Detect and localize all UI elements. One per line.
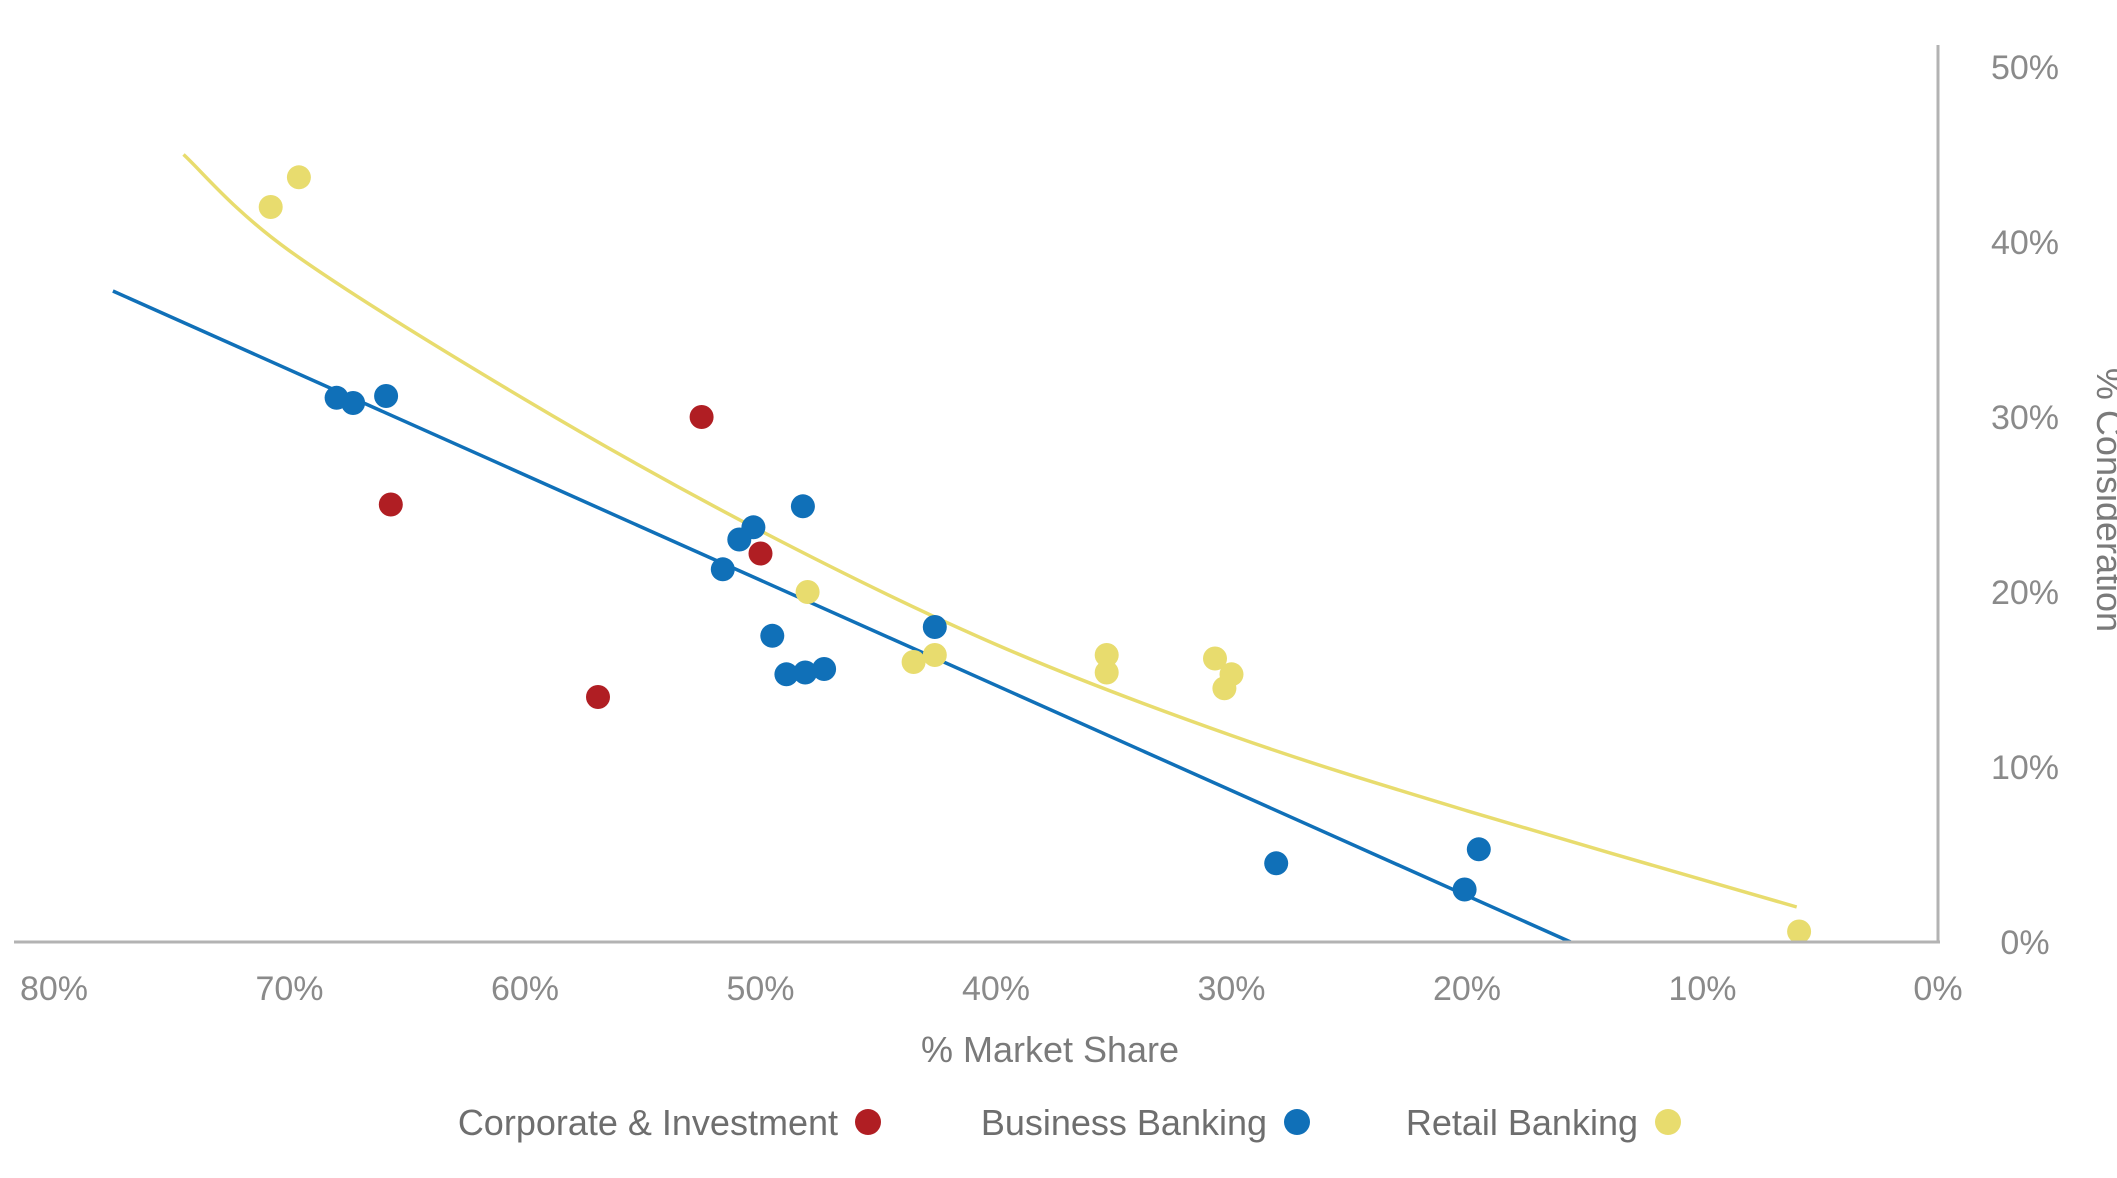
data-point-retail-banking	[901, 650, 926, 674]
y-tick-label: 20%	[1991, 574, 2059, 612]
data-point-business-banking	[710, 557, 735, 582]
trend-layer	[112, 153, 1798, 944]
data-point-retail-banking	[795, 580, 820, 604]
data-point-retail-banking	[1094, 643, 1119, 667]
data-point-business-banking	[812, 657, 837, 681]
data-point-business-banking	[922, 615, 947, 639]
legend-item-corporate-investment: Corporate & Investment	[458, 1102, 881, 1143]
legend-marker-retail-banking	[1655, 1109, 1681, 1135]
legend-item-business-banking: Business Banking	[981, 1102, 1310, 1143]
x-tick-label: 10%	[1668, 970, 1736, 1008]
data-point-corporate-investment	[378, 492, 403, 517]
legend-label-retail-banking: Retail Banking	[1406, 1102, 1638, 1143]
data-point-corporate-investment	[586, 685, 610, 709]
trend-line-retail-banking	[182, 153, 1798, 909]
data-point-business-banking	[1452, 877, 1477, 902]
ticks-layer: 0% 10% 20% 30% 40% 50% 60% 70% 80% 0% 10% 20% 30% 40%…	[20, 49, 2059, 1008]
legend-marker-corporate-investment	[855, 1109, 881, 1135]
data-point-business-banking	[774, 662, 799, 687]
data-point-business-banking	[727, 527, 752, 552]
axes-layer	[14, 45, 1940, 944]
data-point-business-banking	[374, 384, 399, 408]
data-point-retail-banking	[286, 165, 311, 190]
data-point-business-banking	[760, 623, 785, 648]
x-tick-label: 60%	[491, 970, 559, 1008]
y-tick-label: 50%	[1991, 49, 2059, 87]
data-point-retail-banking	[258, 195, 283, 219]
data-point-retail-banking	[1787, 919, 1812, 944]
data-point-retail-banking	[1203, 646, 1227, 671]
data-point-corporate-investment	[689, 405, 714, 429]
data-point-business-banking	[790, 494, 815, 519]
legend-marker-business-banking	[1284, 1109, 1310, 1135]
legend-item-retail-banking: Retail Banking	[1406, 1102, 1681, 1143]
y-tick-label: 40%	[1991, 224, 2059, 262]
data-point-retail-banking	[922, 643, 947, 667]
data-point-business-banking	[1466, 837, 1491, 862]
data-point-corporate-investment	[748, 541, 773, 566]
legend-label-business-banking: Business Banking	[981, 1102, 1267, 1143]
data-point-retail-banking	[1219, 662, 1244, 687]
x-axis-title: % Market Share	[921, 1029, 1179, 1070]
y-tick-label: 10%	[1991, 749, 2059, 787]
data-point-retail-banking	[1094, 660, 1119, 685]
x-tick-label: 30%	[1197, 970, 1265, 1008]
points-layer	[258, 165, 1812, 944]
legend: Retail Banking Business Banking Corporate …	[458, 1102, 1681, 1143]
y-tick-label: 30%	[1991, 399, 2059, 437]
y-tick-label: 0%	[2000, 924, 2049, 962]
data-point-business-banking	[1264, 851, 1289, 876]
x-tick-label: 50%	[726, 970, 794, 1008]
data-point-business-banking	[793, 660, 818, 685]
data-point-business-banking	[324, 385, 349, 410]
x-tick-label: 0%	[1913, 970, 1962, 1008]
x-tick-label: 80%	[20, 970, 88, 1008]
legend-label-corporate-investment: Corporate & Investment	[458, 1102, 838, 1143]
x-tick-label: 70%	[255, 970, 323, 1008]
x-tick-label: 20%	[1433, 970, 1501, 1008]
y-axis-title: % Consideration	[2089, 368, 2117, 632]
x-tick-label: 40%	[962, 970, 1030, 1008]
